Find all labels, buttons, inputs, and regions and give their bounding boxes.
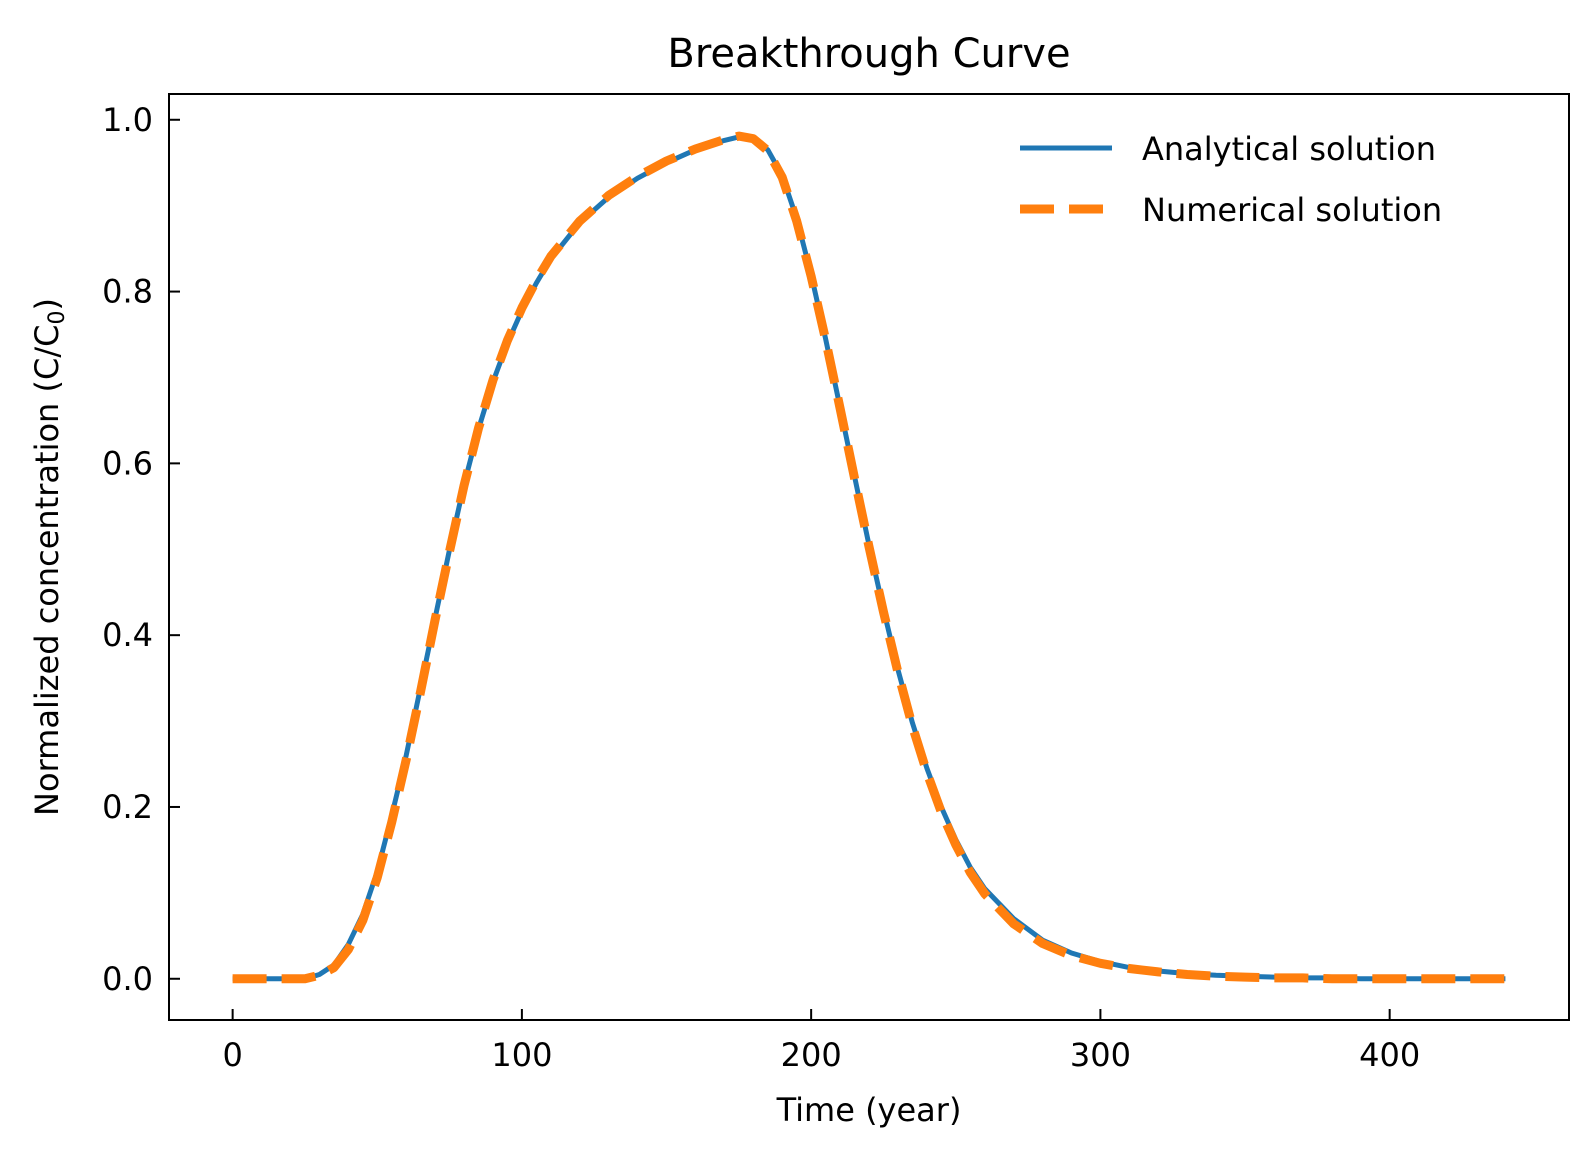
y-axis-label-main: Normalized concentration (C/C: [28, 325, 66, 816]
legend-label-numerical: Numerical solution: [1142, 191, 1442, 229]
y-tick-label: 0.0: [102, 960, 153, 998]
y-tick-label: 0.8: [102, 273, 153, 311]
x-axis: 0 100 200 300 400: [222, 1009, 1420, 1074]
legend: Analytical solution Numerical solution: [1020, 130, 1442, 229]
x-axis-label: Time (year): [776, 1091, 962, 1129]
x-tick-label: 200: [781, 1036, 842, 1074]
y-axis-label-subscript: 0: [45, 311, 70, 325]
chart-title: Breakthrough Curve: [667, 31, 1070, 77]
y-tick-label: 0.4: [102, 616, 153, 654]
y-tick-label: 0.6: [102, 444, 153, 482]
y-axis-label: Normalized concentration (C/C0): [28, 298, 70, 816]
y-tick-label: 0.2: [102, 788, 153, 826]
y-tick-label: 1.0: [102, 101, 153, 139]
x-tick-label: 100: [491, 1036, 552, 1074]
plot-frame: [168, 93, 1570, 1021]
y-axis-label-close: ): [28, 298, 66, 310]
x-tick-label: 0: [222, 1036, 242, 1074]
series-line-numerical: [232, 131, 1506, 984]
y-axis: 0.0 0.2 0.4 0.6 0.8 1.0: [102, 101, 180, 998]
x-tick-label: 400: [1359, 1036, 1420, 1074]
plot-area: [232, 131, 1506, 984]
x-tick-label: 300: [1070, 1036, 1131, 1074]
legend-label-analytical: Analytical solution: [1142, 130, 1436, 168]
